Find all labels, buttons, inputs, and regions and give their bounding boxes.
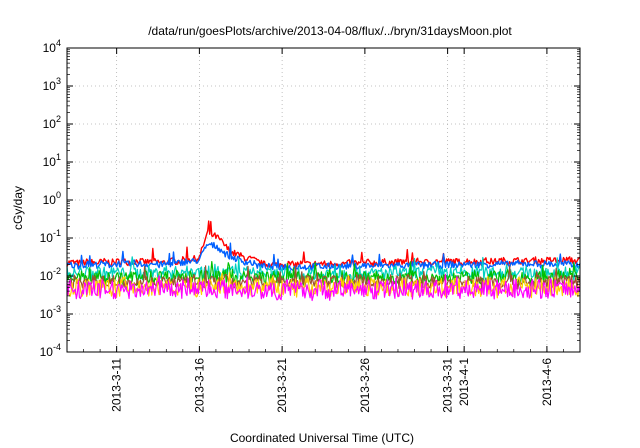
y-tick-label: 102 <box>43 114 61 131</box>
y-axis: 10-4 10-3 10-2 10-1 100 101 102 103 104 <box>40 38 580 359</box>
y-tick-label: 10-4 <box>40 342 61 359</box>
x-tick-label: 2013-3-11 <box>110 358 124 412</box>
y-tick-label: 10-1 <box>40 228 61 245</box>
series-group <box>66 220 581 302</box>
x-tick-label: 2013-3-31 <box>441 358 455 413</box>
x-tick-label: 2013-4-1 <box>457 358 471 406</box>
series-line <box>66 256 581 283</box>
series-line <box>66 220 581 269</box>
y-tick-label: 10-2 <box>40 266 61 283</box>
y-tick-label: 103 <box>43 76 61 93</box>
y-tick-label: 10-3 <box>40 304 61 321</box>
x-tick-label: 2013-4-6 <box>540 358 554 406</box>
y-tick-label: 104 <box>43 38 61 55</box>
series-line <box>66 273 581 302</box>
x-tick-label: 2013-3-26 <box>358 358 372 413</box>
y-axis-label: cGy/day <box>11 186 25 230</box>
x-tick-label: 2013-3-16 <box>192 358 206 413</box>
y-tick-label: 101 <box>43 152 61 169</box>
y-tick-label: 100 <box>43 190 61 207</box>
x-tick-label: 2013-3-21 <box>275 358 289 413</box>
chart-title: /data/run/goesPlots/archive/2013-04-08/f… <box>148 24 512 38</box>
x-axis: 2013-3-11 2013-3-16 2013-3-21 2013-3-26 2013… <box>66 48 581 413</box>
x-axis-label: Coordinated Universal Time (UTC) <box>230 431 414 445</box>
series-line <box>66 241 581 272</box>
grid <box>67 48 580 352</box>
